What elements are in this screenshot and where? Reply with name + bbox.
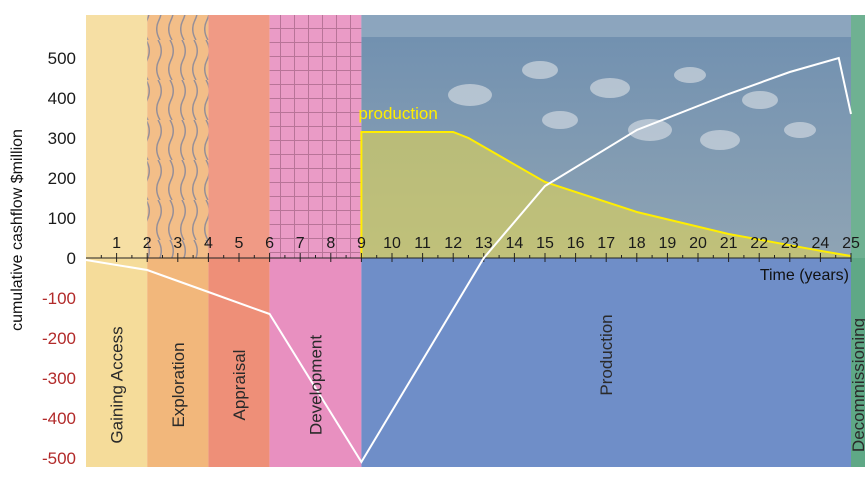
- y-axis-label: cumulative cashflow $million: [9, 129, 26, 331]
- x-tick-label-11: 11: [414, 235, 431, 252]
- phase-band-gaining-access: [86, 258, 148, 467]
- x-tick-label-19: 19: [659, 235, 677, 252]
- production-area: [361, 132, 851, 258]
- photo-band-0: [86, 15, 148, 258]
- seismic-texture: [147, 15, 209, 258]
- x-tick-label-24: 24: [812, 235, 830, 252]
- production-line: [360, 131, 852, 258]
- refinery-tank-0: [448, 84, 492, 106]
- y-tick-label-200: 200: [48, 169, 76, 188]
- photo-texture: [147, 15, 851, 258]
- phase-band-development: [269, 258, 362, 467]
- x-tick-label-3: 3: [173, 235, 182, 252]
- x-tick-label-20: 20: [689, 235, 707, 252]
- phase-band-decommissioning: [851, 258, 865, 467]
- x-tick-label-2: 2: [143, 235, 152, 252]
- x-tick-label-23: 23: [781, 235, 799, 252]
- phase-label-gaining-access: Gaining Access: [108, 326, 127, 443]
- cumulative-cashflow-line: [85, 56, 852, 464]
- phase-bands: [86, 258, 865, 467]
- photo-band-5: [851, 15, 865, 258]
- x-tick-label-16: 16: [567, 235, 585, 252]
- y-tick-label-0: 0: [67, 249, 76, 268]
- phase-band-appraisal: [208, 258, 270, 467]
- phase-label-development: Development: [307, 335, 326, 435]
- x-tick-label-1: 1: [112, 235, 121, 252]
- x-tick-label-18: 18: [628, 235, 646, 252]
- refinery-tank-7: [784, 122, 816, 138]
- x-tick-label-10: 10: [383, 235, 401, 252]
- y-tick-label-500: 500: [48, 49, 76, 68]
- y-tick-label-300: 300: [48, 129, 76, 148]
- y-tick-label--200: -200: [42, 329, 76, 348]
- refinery-tank-5: [628, 119, 672, 141]
- y-tick-label-100: 100: [48, 209, 76, 228]
- photo-band-2: [208, 15, 270, 258]
- refinery-tank-3: [674, 67, 706, 83]
- refinery-tank-4: [742, 91, 778, 109]
- x-tick-label-7: 7: [296, 235, 305, 252]
- refinery-tank-2: [590, 78, 630, 98]
- rig-texture: [269, 15, 362, 258]
- x-tick-label-4: 4: [204, 235, 213, 252]
- x-tick-label-12: 12: [444, 235, 462, 252]
- x-tick-label-5: 5: [235, 235, 244, 252]
- y-tick-label--400: -400: [42, 409, 76, 428]
- y-tick-label--300: -300: [42, 369, 76, 388]
- x-tick-label-8: 8: [326, 235, 335, 252]
- x-tick-label-21: 21: [720, 235, 738, 252]
- phase-label-exploration: Exploration: [169, 342, 188, 427]
- refinery-sky: [361, 15, 851, 37]
- y-tick-label-400: 400: [48, 89, 76, 108]
- x-tick-label-6: 6: [265, 235, 274, 252]
- x-tick-label-25: 25: [842, 235, 860, 252]
- refinery-tank-8: [542, 111, 578, 129]
- refinery-tank-6: [700, 130, 740, 150]
- production-label: production: [358, 104, 437, 123]
- x-axis-label: Time (years): [760, 267, 849, 284]
- phase-band-production: [361, 258, 851, 467]
- phase-band-exploration: [147, 258, 209, 467]
- y-tick-label--500: -500: [42, 449, 76, 468]
- refinery-tank-1: [522, 61, 558, 79]
- x-tick-label-22: 22: [750, 235, 768, 252]
- x-tick-label-15: 15: [536, 235, 554, 252]
- x-tick-label-14: 14: [506, 235, 524, 252]
- x-tick-label-17: 17: [597, 235, 615, 252]
- x-tick-label-9: 9: [357, 235, 366, 252]
- y-tick-label--100: -100: [42, 289, 76, 308]
- phase-label-production: Production: [597, 314, 616, 395]
- phase-label-decommissioning: Decommissioning: [849, 318, 865, 452]
- phase-label-appraisal: Appraisal: [230, 350, 249, 421]
- x-tick-label-13: 13: [475, 235, 493, 252]
